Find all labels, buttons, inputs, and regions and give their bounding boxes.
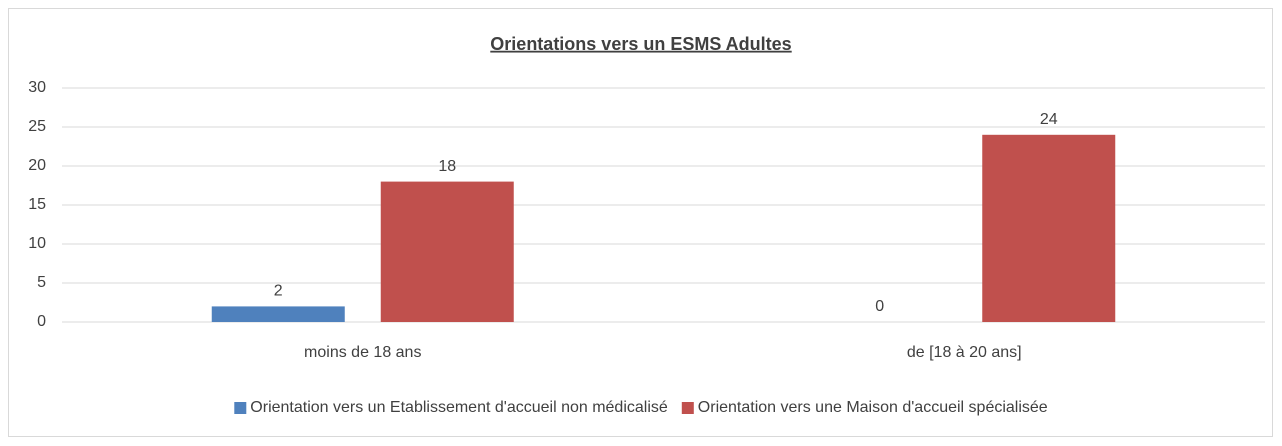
bar: [380, 181, 514, 322]
data-label: 2: [274, 283, 283, 300]
data-label: 24: [1040, 111, 1058, 128]
y-tick-label: 15: [28, 196, 46, 213]
x-tick-label: de [18 à 20 ans]: [907, 344, 1022, 361]
bar: [211, 306, 345, 322]
data-label: 0: [875, 298, 884, 315]
legend-label: Orientation vers une Maison d'accueil sp…: [698, 399, 1048, 416]
bar: [982, 134, 1116, 322]
y-tick-label: 10: [28, 235, 46, 252]
legend-swatch: [681, 402, 694, 414]
legend-swatch: [234, 402, 247, 414]
x-tick-label: moins de 18 ans: [304, 344, 421, 361]
y-tick-label: 5: [37, 274, 46, 291]
y-tick-label: 0: [37, 313, 46, 330]
y-tick-label: 25: [28, 118, 46, 135]
data-label: 18: [438, 158, 456, 175]
legend-label: Orientation vers un Etablissement d'accu…: [250, 399, 668, 416]
y-tick-label: 30: [28, 79, 46, 96]
y-tick-label: 20: [28, 157, 46, 174]
chart-title: Orientations vers un ESMS Adultes: [490, 34, 791, 54]
